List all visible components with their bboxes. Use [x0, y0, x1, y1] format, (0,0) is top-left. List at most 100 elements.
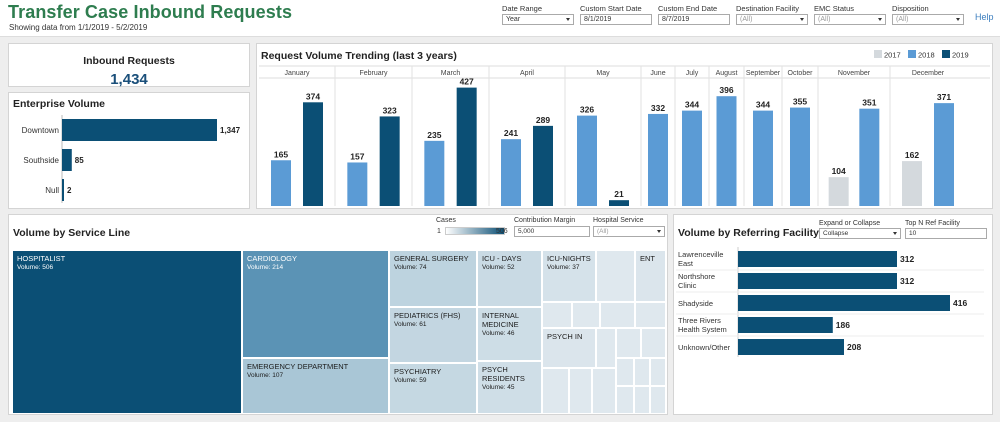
trending-card: Request Volume Trending (last 3 years) 2…	[256, 43, 993, 209]
category-label: Unknown/Other	[678, 343, 731, 352]
bar-value-label: 208	[847, 342, 861, 352]
filter-label: Date Range	[502, 4, 543, 13]
treemap-cell-label: ICU-NIGHTS	[547, 254, 591, 263]
trending-chart: 2017 2018 2019 January 165 374 February 157 323 M…	[259, 50, 990, 206]
treemap-cell-small[interactable]	[635, 302, 666, 328]
treemap-cell-small[interactable]	[616, 328, 641, 358]
treemap-cell-volume: Volume: 506	[17, 264, 54, 271]
card-title: Enterprise Volume	[13, 98, 105, 110]
filter-emc-status[interactable]: EMC Status (All)	[814, 4, 886, 25]
help-link[interactable]: Help	[975, 12, 994, 22]
treemap-cell-volume: Volume: 61	[394, 321, 427, 328]
treemap-cell-small[interactable]	[616, 358, 634, 386]
cases-min-label: 1	[437, 228, 441, 235]
chevron-down-icon[interactable]	[878, 18, 882, 21]
filter-date-range[interactable]: Date Range Year	[502, 4, 574, 25]
treemap-cell-psychiatry[interactable]: PSYCHIATRY Volume: 59	[389, 363, 477, 414]
bar	[738, 317, 833, 333]
treemap-cell-small[interactable]	[572, 302, 600, 328]
month-label: February	[359, 70, 388, 77]
treemap-cell-small[interactable]	[542, 368, 569, 414]
bar-2018	[753, 110, 773, 206]
treemap-cell-small[interactable]	[650, 358, 666, 386]
expand-collapse-select[interactable]: Collapse	[819, 228, 901, 239]
treemap-cell-small[interactable]	[592, 368, 616, 414]
treemap-cell-small[interactable]	[596, 250, 635, 302]
treemap-cell-small[interactable]	[596, 328, 616, 368]
treemap-cell-psych-in[interactable]: PSYCH IN	[542, 328, 596, 368]
chevron-down-icon[interactable]	[956, 18, 960, 21]
filter-select[interactable]: Year	[502, 14, 574, 25]
hospital-service-label: Hospital Service	[593, 217, 644, 224]
card-title: Request Volume Trending (last 3 years)	[261, 50, 457, 62]
chevron-down-icon[interactable]	[893, 232, 897, 235]
chevron-down-icon[interactable]	[657, 230, 661, 233]
treemap-cell-internal-medicine[interactable]: INTERNAL MEDICINE Volume: 46	[477, 307, 542, 361]
bar-2017	[902, 161, 922, 206]
treemap-cell-icu-nights[interactable]: ICU-NIGHTS Volume: 37	[542, 250, 596, 302]
filter-select[interactable]: (All)	[892, 14, 964, 25]
treemap-cell-emergency-department[interactable]: EMERGENCY DEPARTMENT Volume: 107	[242, 358, 389, 414]
bar-value-label: 371	[937, 92, 951, 102]
filter-disposition[interactable]: Disposition (All)	[892, 4, 964, 25]
filter-value: (All)	[740, 16, 753, 23]
filter-custom-end-date[interactable]: Custom End Date 8/7/2019	[658, 4, 730, 25]
bar-2019	[303, 102, 323, 206]
treemap-cell-small[interactable]	[634, 386, 650, 414]
enterprise-volume-chart: Downtown 1,347 Southside 85 Null 2	[22, 115, 241, 203]
treemap-cell-icu-days[interactable]: ICU - DAYS Volume: 52	[477, 250, 542, 307]
month-label: September	[746, 70, 781, 77]
filter-input[interactable]: 8/1/2019	[580, 14, 652, 25]
bar-2019	[533, 125, 553, 206]
bar-value-label: 427	[460, 77, 474, 87]
legend-swatch	[942, 50, 950, 58]
bar-value-label: 1,347	[220, 126, 241, 135]
treemap-cell-hospitalist[interactable]: HOSPITALIST Volume: 506	[12, 250, 242, 414]
filter-custom-start-date[interactable]: Custom Start Date 8/1/2019	[580, 4, 652, 25]
filter-input[interactable]: 8/7/2019	[658, 14, 730, 25]
hospital-service-select[interactable]: (All)	[593, 226, 665, 237]
filter-label: EMC Status	[814, 4, 855, 13]
bar	[738, 251, 897, 267]
treemap-cell-small[interactable]	[616, 386, 634, 414]
month-label: August	[716, 70, 738, 77]
category-label: Shadyside	[678, 299, 713, 308]
treemap-cell-ent[interactable]: ENT	[635, 250, 666, 302]
chevron-down-icon[interactable]	[800, 18, 804, 21]
bar-2018	[716, 96, 737, 206]
treemap-cell-psych-residents[interactable]: PSYCH RESIDENTS Volume: 45	[477, 361, 542, 414]
treemap-cell-small[interactable]	[542, 302, 572, 328]
filter-select[interactable]: (All)	[814, 14, 886, 25]
treemap-cell-cardiology[interactable]: CARDIOLOGY Volume: 214	[242, 250, 389, 358]
treemap-cell-general-surgery[interactable]: GENERAL SURGERY Volume: 74	[389, 250, 477, 307]
kpi-card: Inbound Requests 1,434	[8, 43, 250, 88]
contribution-margin-label: Contribution Margin	[514, 217, 576, 224]
treemap-cell-small[interactable]	[641, 328, 666, 358]
service-line-card: Volume by Service Line Cases 1 506 Contr…	[8, 214, 668, 415]
input-value: Collapse	[823, 230, 849, 237]
treemap-cell-small[interactable]	[600, 302, 635, 328]
contribution-margin-input[interactable]: 5,000	[514, 226, 590, 237]
referring-facility-card: Volume by Referring Facility Expand or C…	[673, 214, 993, 415]
category-label: Southside	[23, 156, 59, 165]
bar	[738, 273, 897, 289]
treemap-cell-small[interactable]	[569, 368, 592, 414]
treemap-cell-label: HOSPITALIST	[17, 254, 66, 263]
filter-label: Destination Facility	[736, 4, 799, 13]
cases-color-ramp	[445, 227, 505, 235]
expand-collapse-label: Expand or Collapse	[819, 220, 881, 227]
legend-swatch	[874, 50, 882, 58]
treemap-cell-small[interactable]	[634, 358, 650, 386]
treemap-cell-small[interactable]	[650, 386, 666, 414]
top-n-input[interactable]: 10	[905, 228, 987, 239]
bar-value-label: 355	[793, 97, 807, 107]
referring-facility-chart: Lawrenceville East 312 Northshore Clinic 312 S…	[676, 247, 984, 357]
filter-value: (All)	[818, 16, 831, 23]
filter-destination-facility[interactable]: Destination Facility (All)	[736, 4, 808, 25]
chevron-down-icon[interactable]	[566, 18, 570, 21]
month-label: April	[520, 70, 534, 77]
service-line-treemap: HOSPITALIST Volume: 506 CARDIOLOGY Volume: …	[12, 250, 666, 414]
bar-2019	[379, 116, 400, 206]
filter-select[interactable]: (All)	[736, 14, 808, 25]
treemap-cell-pediatrics-fhs[interactable]: PEDIATRICS (FHS) Volume: 61	[389, 307, 477, 363]
